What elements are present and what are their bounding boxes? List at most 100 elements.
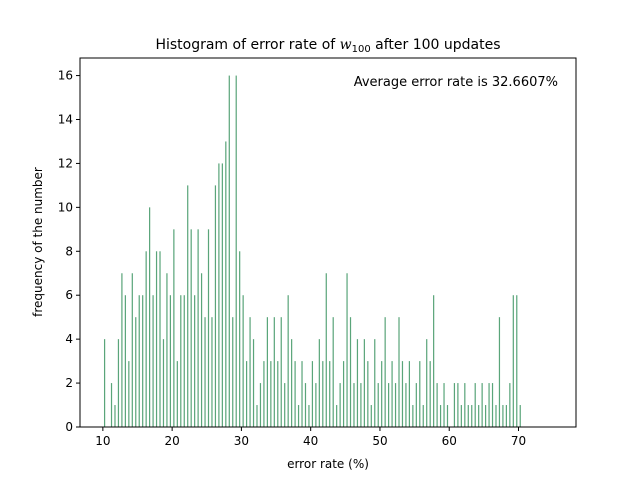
bar xyxy=(349,317,352,427)
bar xyxy=(322,361,324,427)
bar xyxy=(239,251,241,427)
bar xyxy=(304,383,307,427)
bar xyxy=(446,405,449,427)
bar xyxy=(318,339,320,427)
title-text: Histogram of error rate of xyxy=(155,37,336,53)
bar xyxy=(353,383,355,427)
bar xyxy=(301,361,303,427)
bar xyxy=(214,185,217,427)
bar xyxy=(512,295,514,427)
bar xyxy=(117,339,120,427)
bar xyxy=(245,361,248,427)
x-tick-label: 60 xyxy=(442,434,457,448)
bar xyxy=(211,317,213,427)
bar xyxy=(388,383,390,427)
bar xyxy=(478,405,480,427)
bar xyxy=(308,405,310,427)
x-axis-label: error rate (%) xyxy=(287,457,369,471)
bar xyxy=(138,295,140,427)
bar xyxy=(398,317,400,427)
bar xyxy=(232,317,234,427)
bar xyxy=(266,317,268,427)
bar xyxy=(291,339,293,427)
bar xyxy=(405,383,407,427)
bar xyxy=(270,361,272,427)
bar xyxy=(505,405,507,427)
bar xyxy=(124,295,126,427)
bar xyxy=(162,339,165,427)
bar xyxy=(284,383,286,427)
bar xyxy=(204,317,206,427)
y-tick-label: 16 xyxy=(58,69,73,83)
annotation: Average error rate is 32.6607% xyxy=(354,75,558,90)
title-end-text: after 100 updates xyxy=(375,37,500,53)
bar xyxy=(315,383,317,427)
bar xyxy=(287,295,289,427)
bar xyxy=(367,361,369,427)
bar xyxy=(471,405,473,427)
bar xyxy=(200,273,203,427)
bar xyxy=(103,339,106,427)
bar xyxy=(453,383,456,427)
bar xyxy=(332,317,334,427)
bar xyxy=(149,207,151,427)
bar xyxy=(436,383,438,427)
bar xyxy=(187,185,189,427)
bar xyxy=(121,273,123,427)
bar xyxy=(488,383,490,427)
bar xyxy=(363,339,365,427)
bar xyxy=(426,339,428,427)
bar xyxy=(519,405,521,427)
plot-frame xyxy=(79,57,577,428)
x-tick-label: 10 xyxy=(95,434,110,448)
bar xyxy=(294,361,296,427)
bar xyxy=(346,273,348,427)
bar xyxy=(152,295,154,427)
bar xyxy=(498,317,501,427)
bar xyxy=(228,75,230,428)
bar xyxy=(155,251,158,427)
y-tick-label: 10 xyxy=(58,200,73,214)
bar xyxy=(443,383,445,427)
bar xyxy=(114,405,116,427)
bar xyxy=(280,317,282,427)
bar xyxy=(408,361,411,427)
bar xyxy=(460,405,462,427)
bar xyxy=(439,405,442,427)
title-var: w xyxy=(340,37,352,53)
y-tick-label: 8 xyxy=(65,244,73,258)
title-subscript: 100 xyxy=(352,44,371,55)
bar xyxy=(169,295,172,427)
x-tick-label: 50 xyxy=(372,434,387,448)
bar xyxy=(159,251,161,427)
bar xyxy=(495,405,497,427)
bar xyxy=(464,383,466,427)
bar xyxy=(370,405,372,427)
bar xyxy=(273,317,275,427)
x-tick-label: 70 xyxy=(511,434,526,448)
bar xyxy=(457,383,459,427)
bar xyxy=(180,295,182,427)
bar xyxy=(110,383,113,427)
bar xyxy=(391,361,393,427)
bar xyxy=(256,405,258,427)
bar xyxy=(415,383,417,427)
bar xyxy=(467,405,469,427)
bar xyxy=(145,251,147,427)
bar xyxy=(263,361,265,427)
bar xyxy=(474,383,476,427)
y-tick-label: 14 xyxy=(58,113,73,127)
bar xyxy=(377,383,379,427)
x-tick-label: 20 xyxy=(164,434,179,448)
bar xyxy=(360,383,362,427)
bar xyxy=(128,361,130,427)
y-tick-label: 0 xyxy=(65,420,73,434)
bar xyxy=(135,317,137,427)
bar xyxy=(422,405,424,427)
bar xyxy=(235,75,237,428)
bar xyxy=(384,317,386,427)
bar xyxy=(225,141,227,427)
bar xyxy=(374,339,376,427)
x-tick-label: 30 xyxy=(234,434,249,448)
